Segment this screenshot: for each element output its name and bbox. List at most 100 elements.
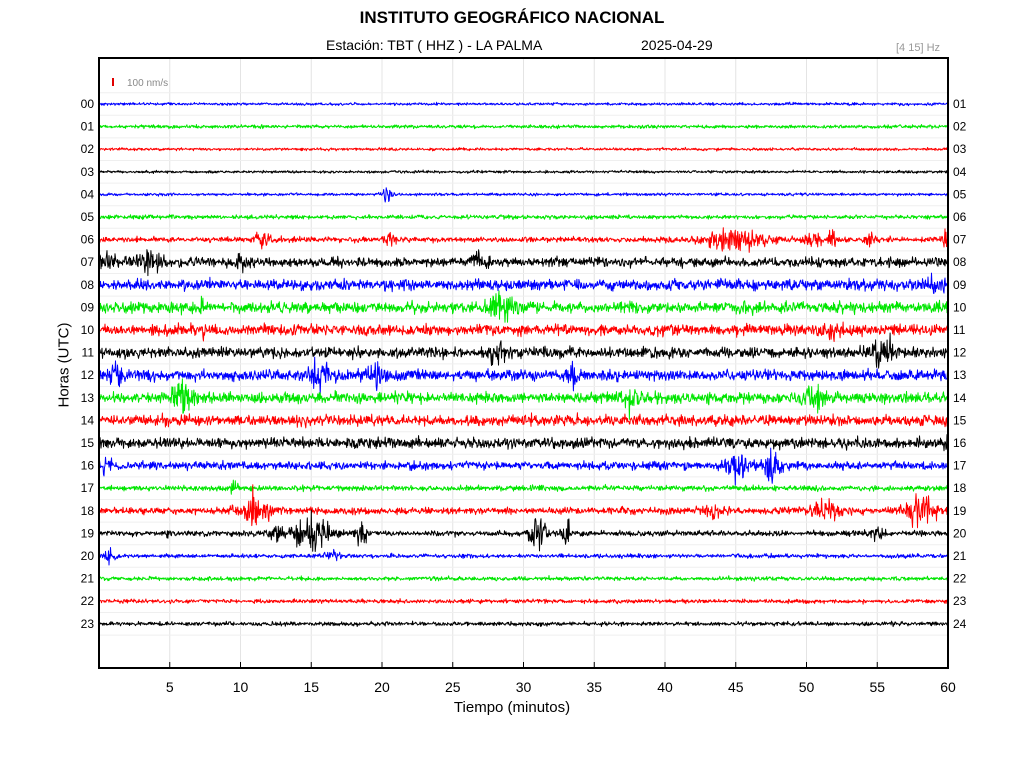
seismic-trace-15 — [98, 434, 949, 452]
hour-label-right: 15 — [953, 413, 967, 427]
seismic-trace-16 — [98, 447, 949, 486]
seismic-trace-17 — [98, 479, 949, 495]
frequency-band-label: [4 15] Hz — [896, 42, 941, 54]
chart-title: INSTITUTO GEOGRÁFICO NACIONAL — [359, 8, 665, 27]
seismic-traces — [98, 101, 949, 628]
hour-label-right: 23 — [953, 594, 967, 608]
x-tick-label: 35 — [586, 679, 602, 695]
hour-label-right: 20 — [953, 526, 967, 540]
hour-label-left: 20 — [81, 549, 95, 563]
seismic-trace-03 — [98, 169, 949, 174]
x-tick-label: 30 — [516, 679, 532, 695]
hour-label-right: 13 — [953, 368, 967, 382]
hour-label-left: 21 — [81, 572, 95, 586]
hour-label-right: 03 — [953, 142, 967, 156]
hour-label-right: 17 — [953, 459, 967, 473]
hour-label-left: 08 — [81, 278, 95, 292]
hour-label-left: 16 — [81, 459, 95, 473]
seismic-trace-18 — [98, 484, 949, 529]
plot-frame — [98, 57, 949, 669]
hour-label-left: 06 — [81, 233, 95, 247]
hour-label-right: 18 — [953, 481, 967, 495]
scale-bar — [112, 78, 114, 86]
x-tick-label: 20 — [374, 679, 390, 695]
hour-label-left: 15 — [81, 436, 95, 450]
hour-label-right: 10 — [953, 300, 967, 314]
hour-label-right: 21 — [953, 549, 967, 563]
hour-label-right: 11 — [953, 323, 966, 337]
hour-label-right: 04 — [953, 165, 967, 179]
hour-label-left: 17 — [81, 481, 95, 495]
seismic-trace-01 — [98, 124, 949, 130]
hour-label-right: 01 — [953, 97, 967, 111]
hour-label-left: 18 — [81, 504, 95, 518]
x-tick-label: 40 — [657, 679, 673, 695]
left-hour-labels: 00 01 02 03 04 05 06 07 08 09 10 11 12 13 14 15 16 17 18 19… — [81, 97, 95, 631]
x-tick-label: 60 — [940, 679, 956, 695]
hour-label-left: 13 — [81, 391, 95, 405]
hour-label-left: 01 — [81, 120, 95, 134]
seismic-trace-14 — [98, 412, 949, 429]
hour-label-right: 12 — [953, 346, 967, 360]
x-tick-label: 45 — [728, 679, 744, 695]
hour-label-right: 02 — [953, 120, 967, 134]
seismic-trace-08 — [98, 272, 949, 294]
seismic-trace-09 — [98, 290, 949, 323]
x-tick-label: 50 — [799, 679, 815, 695]
hour-label-right: 19 — [953, 504, 967, 518]
x-tick-label: 10 — [233, 679, 249, 695]
hour-label-left: 10 — [81, 323, 95, 337]
seismic-trace-02 — [99, 146, 949, 152]
hour-label-left: 12 — [81, 368, 95, 382]
seismic-trace-11 — [98, 332, 948, 369]
hour-label-left: 09 — [81, 300, 95, 314]
hour-label-left: 19 — [81, 526, 95, 540]
x-axis-ticks: 5 10 15 20 25 30 35 40 45 50 55 60 — [166, 662, 956, 695]
seismic-trace-20 — [98, 547, 949, 566]
hour-label-left: 00 — [81, 97, 95, 111]
hour-label-left: 07 — [81, 255, 95, 269]
hour-label-right: 22 — [953, 572, 967, 586]
hour-label-right: 24 — [953, 617, 967, 631]
scale-label: 100 nm/s — [127, 78, 168, 89]
seismic-trace-19 — [98, 509, 949, 552]
right-hour-labels: 01 02 03 04 05 06 07 08 09 10 11 12 13 14 15 16 17 18 19 20… — [953, 97, 967, 631]
hour-label-right: 07 — [953, 233, 967, 247]
seismic-trace-23 — [98, 620, 949, 628]
x-tick-label: 25 — [445, 679, 461, 695]
grid-lines — [99, 58, 948, 668]
hour-label-right: 05 — [953, 187, 967, 201]
x-tick-label: 55 — [869, 679, 885, 695]
date-label: 2025-04-29 — [641, 37, 713, 53]
seismic-trace-00 — [98, 101, 949, 107]
station-label: Estación: TBT ( HHZ ) - LA PALMA — [326, 37, 543, 53]
x-axis-label: Tiempo (minutos) — [453, 699, 571, 716]
hour-label-left: 03 — [81, 165, 95, 179]
seismic-trace-07 — [98, 249, 949, 277]
hour-label-left: 05 — [81, 210, 95, 224]
seismic-trace-12 — [98, 356, 949, 395]
hour-label-left: 23 — [81, 617, 95, 631]
seismic-trace-22 — [98, 598, 949, 605]
hour-label-left: 14 — [81, 413, 95, 427]
y-axis-label: Horas (UTC) — [55, 322, 73, 408]
seismic-trace-05 — [98, 214, 949, 221]
seismic-trace-10 — [98, 321, 949, 342]
scale-legend: 100 nm/s — [112, 78, 168, 89]
seismic-trace-06 — [98, 227, 949, 253]
x-tick-label: 15 — [303, 679, 319, 695]
hour-label-right: 06 — [953, 210, 967, 224]
seismic-trace-21 — [98, 575, 949, 582]
hour-label-right: 14 — [953, 391, 967, 405]
hour-label-left: 22 — [81, 594, 95, 608]
seismic-trace-04 — [98, 187, 949, 203]
hour-label-left: 04 — [81, 187, 95, 201]
hour-label-right: 08 — [953, 255, 967, 269]
hour-label-left: 02 — [81, 142, 95, 156]
hour-label-left: 11 — [82, 346, 95, 360]
seismic-trace-13 — [98, 378, 949, 420]
x-tick-label: 5 — [166, 679, 174, 695]
hour-label-right: 16 — [953, 436, 967, 450]
hour-label-right: 09 — [953, 278, 967, 292]
